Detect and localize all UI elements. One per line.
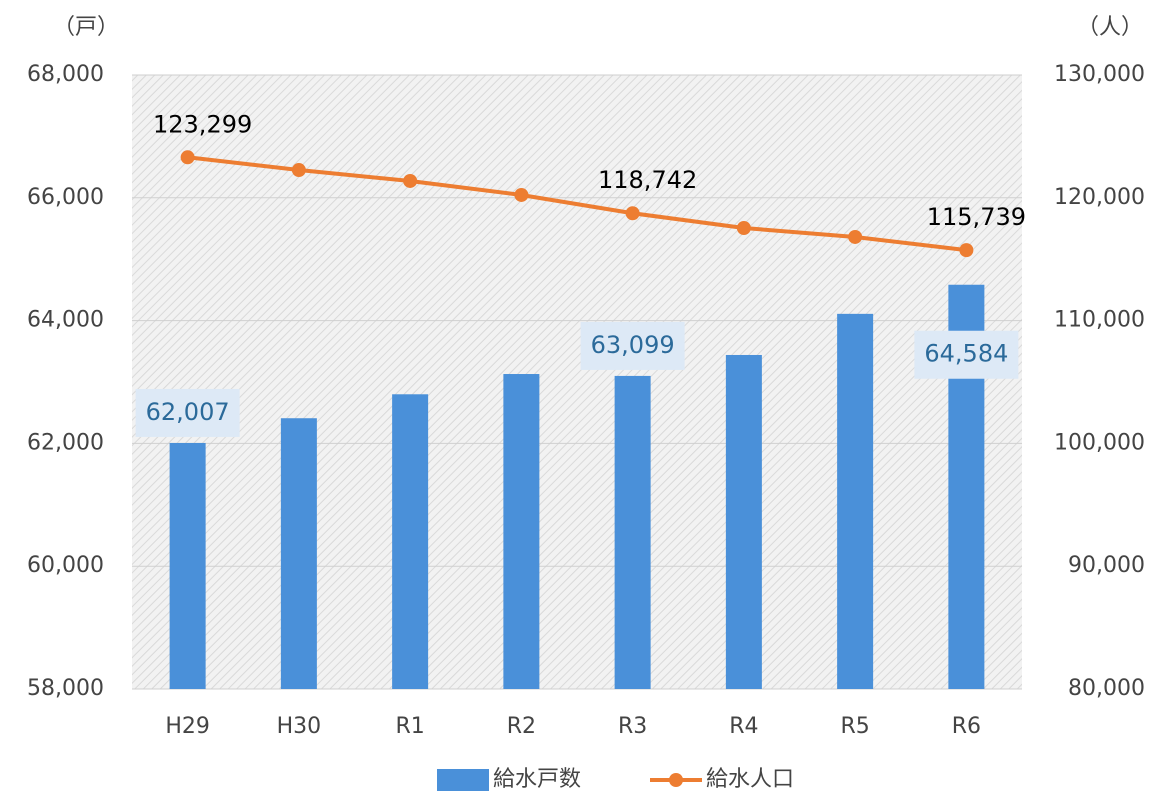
line-point bbox=[959, 243, 974, 258]
legend-swatch bbox=[437, 769, 489, 791]
y2-axis-unit: （人） bbox=[1077, 15, 1143, 40]
data-label-box bbox=[580, 321, 685, 370]
bar bbox=[169, 442, 206, 689]
data-label: 63,099 bbox=[591, 331, 675, 359]
bar bbox=[280, 418, 317, 689]
y2-tick-label: 130,000 bbox=[1054, 62, 1145, 87]
bar bbox=[837, 313, 874, 689]
x-tick-label: R4 bbox=[729, 714, 758, 739]
y2-tick-label: 110,000 bbox=[1054, 308, 1145, 333]
y-tick-label: 62,000 bbox=[27, 430, 104, 455]
y2-tick-label: 90,000 bbox=[1068, 553, 1145, 578]
bar bbox=[614, 375, 651, 689]
x-tick-label: R2 bbox=[507, 714, 536, 739]
y-axis-unit: （戸） bbox=[53, 15, 119, 40]
x-tick-label: R3 bbox=[618, 714, 647, 739]
y-tick-label: 64,000 bbox=[27, 308, 104, 333]
bar bbox=[392, 394, 429, 689]
line-point bbox=[180, 150, 195, 165]
bar bbox=[503, 374, 540, 689]
y-tick-label: 60,000 bbox=[27, 553, 104, 578]
plot-area bbox=[132, 75, 1022, 689]
line-point bbox=[514, 187, 529, 202]
line-point bbox=[291, 163, 306, 178]
bar bbox=[725, 354, 762, 689]
x-tick-label: H29 bbox=[165, 714, 210, 739]
line-point bbox=[848, 229, 863, 244]
data-label: 123,299 bbox=[153, 110, 252, 138]
line bbox=[187, 155, 967, 253]
data-label: 64,584 bbox=[924, 340, 1008, 368]
legend-label: 給水人口 bbox=[706, 767, 794, 792]
y-tick-label: 58,000 bbox=[27, 676, 104, 701]
x-tick-label: R5 bbox=[840, 714, 869, 739]
line-point bbox=[625, 206, 640, 221]
y-tick-label: 68,000 bbox=[27, 62, 104, 87]
data-label-box bbox=[914, 330, 1019, 379]
y2-tick-label: 120,000 bbox=[1054, 185, 1145, 210]
legend-label: 給水戸数 bbox=[493, 767, 581, 792]
line-point bbox=[736, 221, 751, 236]
y2-tick-label: 80,000 bbox=[1068, 676, 1145, 701]
data-label: 118,742 bbox=[598, 166, 697, 194]
y2-tick-label: 100,000 bbox=[1054, 430, 1145, 455]
line-point bbox=[403, 173, 418, 188]
x-tick-label: H30 bbox=[277, 714, 322, 739]
data-label: 62,007 bbox=[146, 398, 230, 426]
legend-swatch bbox=[669, 773, 683, 787]
y-tick-label: 66,000 bbox=[27, 185, 104, 210]
x-tick-label: R6 bbox=[952, 714, 981, 739]
data-label-box bbox=[135, 388, 240, 437]
data-label: 115,739 bbox=[927, 203, 1026, 231]
x-tick-label: R1 bbox=[395, 714, 424, 739]
